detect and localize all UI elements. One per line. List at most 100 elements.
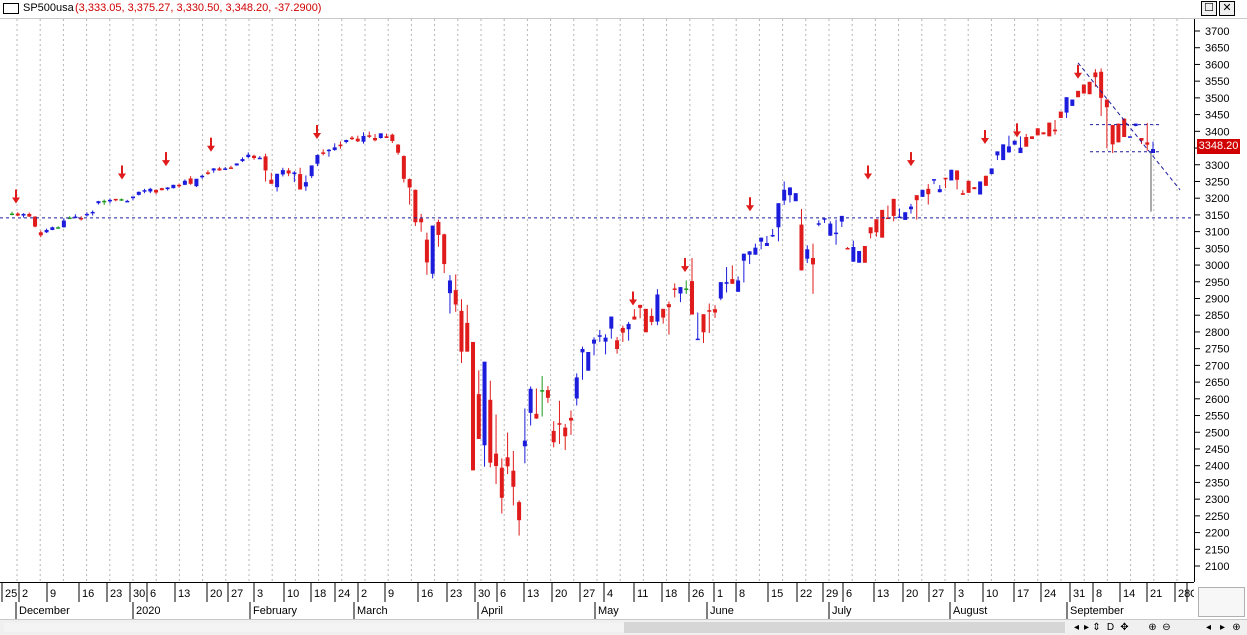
candle-body	[695, 338, 700, 341]
candle-body	[344, 140, 349, 143]
candle-body	[1104, 99, 1109, 108]
candle-body	[1012, 140, 1017, 145]
close-button[interactable]: ✕	[1219, 1, 1235, 16]
zoom-in-icon[interactable]: ⊕	[1148, 622, 1157, 633]
candle-body	[972, 187, 977, 190]
price-tick-label: 2700	[1205, 360, 1229, 372]
maximize-button[interactable]: ☐	[1201, 1, 1217, 16]
chart-ohlc-readout: (3,333.05, 3,375.27, 3,330.50, 3,348.20,…	[75, 2, 322, 14]
candle-body	[90, 211, 95, 214]
candle-body	[1081, 84, 1086, 94]
zoom-out-icon[interactable]: ⊖	[1162, 622, 1171, 633]
price-tick-label: 2250	[1205, 511, 1229, 523]
candle-body	[701, 314, 706, 333]
candle-body	[1116, 123, 1121, 143]
zoom-reset-icon[interactable]: ⊕	[1232, 622, 1241, 633]
date-tick-label: 3	[257, 588, 263, 600]
candle-body	[822, 218, 827, 220]
price-tick-label: 2300	[1205, 494, 1229, 506]
month-label: December	[19, 605, 70, 617]
candle-body	[257, 157, 262, 160]
candle-body	[649, 315, 654, 322]
candle-body	[1018, 147, 1023, 154]
date-tick-label: 20	[906, 588, 918, 600]
candle-body	[880, 209, 885, 238]
candle-body	[1099, 71, 1104, 98]
scroll-left-icon[interactable]: ◂	[1073, 622, 1080, 633]
candle-body	[275, 173, 280, 188]
date-tick-label: 20	[555, 588, 567, 600]
date-tick-label: 24	[1044, 588, 1056, 600]
candle-body	[246, 154, 251, 158]
candle-body	[989, 168, 994, 175]
scrollbar-thumb[interactable]	[624, 622, 1065, 633]
date-tick-label: 27	[583, 588, 595, 600]
candle-body	[79, 217, 84, 220]
date-tick-label: 22	[800, 588, 812, 600]
price-tick-label: 3050	[1205, 243, 1229, 255]
date-tick-label: 2	[361, 588, 367, 600]
candle-body	[459, 310, 464, 352]
candle-body	[367, 135, 372, 137]
date-tick-label: 14	[1123, 588, 1135, 600]
candle-body	[540, 390, 545, 392]
date-tick-label: 29	[826, 588, 838, 600]
month-label: May	[598, 605, 619, 617]
price-tick-label: 2100	[1205, 561, 1229, 573]
price-tick-label: 2150	[1205, 544, 1229, 556]
date-axis[interactable]: 25 2 9 16 23 30 6 13 20 27 3 10 18 24 2 9 16 23 30 6 13 20 27 4…	[0, 582, 1198, 619]
price-axis-svg: 2100 2150 2200 2250 2300 2350 2400 2450 2500 2550…	[1195, 26, 1229, 573]
price-chart[interactable]	[0, 19, 1197, 582]
month-label: March	[357, 605, 388, 617]
date-tick-label: 2	[22, 588, 28, 600]
candle-body	[655, 294, 660, 322]
chart-symbol: SP500usa	[23, 2, 74, 14]
candle-body	[142, 190, 147, 192]
horizontal-scrollbar[interactable]	[4, 623, 1066, 632]
price-tick-label: 2550	[1205, 411, 1229, 423]
price-tick-label: 3700	[1205, 26, 1229, 38]
candle-body	[839, 215, 844, 222]
candle-body	[1133, 123, 1138, 126]
candle-body	[1076, 90, 1081, 98]
date-tick-label: 9	[50, 588, 56, 600]
candle-body	[453, 290, 458, 305]
candle-body	[159, 188, 164, 191]
candle-body	[747, 251, 752, 255]
candle-body	[1006, 146, 1011, 153]
vertical-scale-icon[interactable]: ⇕	[1092, 622, 1101, 633]
price-tick-label: 2750	[1205, 344, 1229, 356]
candle-body	[811, 258, 816, 265]
date-tick-label: 6	[150, 588, 156, 600]
date-tick-label: 8	[739, 588, 745, 600]
date-tick-label: 18	[314, 588, 326, 600]
candle-body	[96, 201, 101, 204]
candle-body	[447, 280, 452, 294]
candle-body	[148, 188, 153, 192]
date-tick-label: 16	[82, 588, 94, 600]
daily-period-button[interactable]: D	[1106, 622, 1115, 633]
candle-body	[27, 213, 32, 217]
candle-body	[21, 213, 26, 216]
candle-body	[240, 159, 245, 162]
candle-body	[263, 156, 268, 171]
candle-body	[50, 227, 55, 230]
candle-body	[955, 170, 960, 180]
price-tick-label: 3300	[1205, 160, 1229, 172]
candle-body	[303, 182, 308, 187]
month-label: 2020	[136, 605, 160, 617]
move-icon[interactable]: ✥	[1120, 622, 1129, 633]
candle-body	[182, 180, 187, 185]
price-tick-label: 3400	[1205, 126, 1229, 138]
candle-body	[442, 234, 447, 265]
nav-left-icon[interactable]: ◂	[1205, 622, 1212, 633]
scroll-right-icon[interactable]: ▸	[1083, 622, 1090, 633]
candle-body	[102, 200, 107, 203]
date-tick-label: 23	[450, 588, 462, 600]
price-axis[interactable]: 2100 2150 2200 2250 2300 2350 2400 2450 2500 2550…	[1194, 19, 1247, 582]
candle-body	[73, 216, 78, 219]
nav-right-icon[interactable]: ▸	[1219, 622, 1226, 633]
candle-body	[384, 136, 389, 138]
candle-body	[223, 168, 228, 170]
candle-body	[476, 394, 481, 439]
